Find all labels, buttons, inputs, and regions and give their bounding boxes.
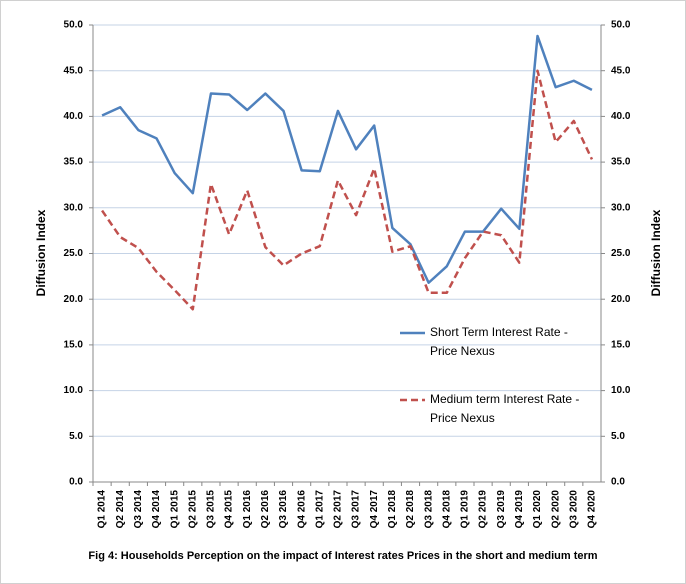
y2-tick-label: 5.0 (611, 431, 625, 442)
y2-tick-label: 10.0 (611, 385, 631, 396)
x-tick-label: Q1 2014 (97, 490, 108, 529)
y2-tick-label: 45.0 (611, 65, 631, 76)
x-tick-label: Q3 2020 (568, 490, 579, 529)
legend-entry: Short Term Interest Rate - Price Nexus (430, 325, 568, 358)
x-tick-label: Q2 2018 (405, 490, 416, 529)
y2-tick-label: 25.0 (611, 248, 631, 259)
y2-tick-label: 0.0 (611, 477, 625, 488)
x-tick-label: Q4 2019 (514, 490, 525, 529)
x-tick-label: Q3 2018 (423, 490, 434, 529)
y-tick-label: 5.0 (69, 431, 83, 442)
y2-tick-label: 35.0 (611, 157, 631, 168)
y-tick-label: 0.0 (69, 477, 83, 488)
x-tick-label: Q4 2015 (224, 490, 235, 529)
x-tick-label: Q4 2016 (296, 490, 307, 529)
y-axis-title: Diffusion Index (34, 209, 48, 296)
x-tick-label: Q1 2018 (387, 490, 398, 529)
x-tick-label: Q2 2020 (550, 490, 561, 529)
y-tick-label: 30.0 (64, 202, 84, 213)
x-tick-label: Q3 2016 (278, 490, 289, 529)
x-tick-label: Q2 2015 (187, 490, 198, 529)
x-tick-label: Q3 2014 (133, 490, 144, 529)
series-line (101, 34, 593, 284)
x-tick-label: Q1 2017 (314, 490, 325, 529)
legend-label: Short Term Interest Rate - Price Nexus (430, 325, 568, 358)
x-tick-label: Q2 2019 (478, 490, 489, 529)
y-tick-label: 20.0 (64, 294, 84, 305)
y2-tick-label: 50.0 (611, 20, 631, 31)
x-tick-label: Q3 2017 (351, 490, 362, 529)
x-tick-label: Q2 2014 (115, 490, 126, 529)
y2-tick-label: 40.0 (611, 111, 631, 122)
legend-label: Medium term Interest Rate - Price Nexus (430, 392, 580, 425)
y-tick-label: 10.0 (64, 385, 84, 396)
y-tick-label: 35.0 (64, 157, 84, 168)
y2-tick-label: 20.0 (611, 294, 631, 305)
y-tick-label: 50.0 (64, 20, 84, 31)
y2-tick-label: 15.0 (611, 340, 631, 351)
x-tick-label: Q2 2016 (260, 490, 271, 529)
series-line (101, 69, 594, 311)
chart-title: Fig 4: Households Perception on the impa… (88, 550, 597, 562)
y-tick-label: 25.0 (64, 248, 84, 259)
x-tick-label: Q4 2018 (441, 490, 452, 529)
y-tick-label: 45.0 (64, 65, 84, 76)
x-tick-label: Q4 2020 (587, 490, 598, 529)
y2-axis-title: Diffusion Index (649, 209, 663, 296)
x-tick-label: Q4 2017 (369, 490, 380, 529)
legend-entry: Medium term Interest Rate - Price Nexus (430, 392, 580, 425)
x-tick-label: Q1 2019 (460, 490, 471, 529)
x-tick-label: Q2 2017 (333, 490, 344, 529)
x-tick-label: Q3 2019 (496, 490, 507, 529)
x-tick-label: Q1 2020 (532, 490, 543, 529)
x-tick-label: Q1 2016 (242, 490, 253, 529)
x-tick-label: Q3 2015 (206, 490, 217, 529)
x-tick-label: Q1 2015 (169, 490, 180, 529)
y2-tick-label: 30.0 (611, 202, 631, 213)
y-tick-label: 15.0 (64, 340, 84, 351)
y-tick-label: 40.0 (64, 111, 84, 122)
x-tick-label: Q4 2014 (151, 490, 162, 529)
